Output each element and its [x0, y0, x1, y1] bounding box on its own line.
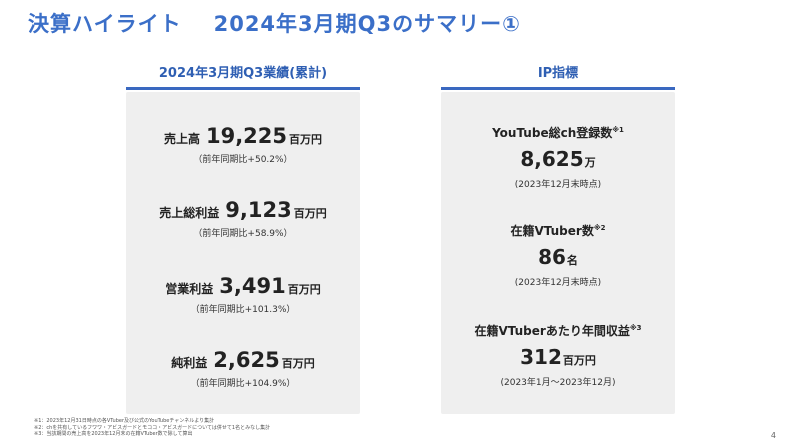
- ip-metric-vtuber-count: 在籍VTuber数※2 86名 (2023年12月末時点): [441, 222, 675, 288]
- ip-panel: YouTube総ch登録数※1 8,625万 (2023年12月末時点) 在籍V…: [441, 92, 675, 414]
- metric-net-profit: 純利益 2,625 百万円 （前年同期比+104.9%）: [126, 348, 360, 389]
- metric-value: 3,491: [219, 274, 286, 298]
- ip-metric-period: (2023年12月末時点): [514, 180, 602, 190]
- ip-metric-revenue-per-vtuber: 在籍VTuberあたり年間収益※3 312百万円 (2023年1月～2023年1…: [441, 322, 675, 388]
- footnotes: ※1：2023年12月31日時点の各VTuber及び公式のYouTubeチャンネ…: [34, 418, 270, 438]
- metric-value: 2,625: [213, 348, 280, 372]
- metric-revenue: 売上高 19,225 百万円 （前年同期比+50.2%）: [126, 124, 360, 165]
- footnote: ※2：chを共有しているフワワ・アビスガードとモココ・アビスガードについては併せ…: [34, 424, 271, 431]
- ip-metric-value: 86: [538, 245, 566, 269]
- page-number: 4: [770, 431, 776, 440]
- page-title: 決算ハイライト 2024年3月期Q3のサマリー①: [28, 8, 521, 38]
- ip-metric-unit: 万: [584, 156, 596, 169]
- results-panel: 売上高 19,225 百万円 （前年同期比+50.2%） 売上総利益 9,123 百万円…: [126, 92, 360, 414]
- metric-label: 売上総利益: [159, 206, 220, 220]
- ip-metric-label: 在籍VTuber数: [510, 224, 594, 238]
- results-panel-header: 2024年3月期Q3業績(累計): [126, 62, 360, 90]
- ip-metric-value: 312: [520, 345, 562, 369]
- metric-unit: 百万円: [293, 207, 327, 220]
- metric-unit: 百万円: [281, 357, 315, 370]
- header-divider: [126, 87, 360, 90]
- ip-metric-unit: 百万円: [562, 354, 596, 367]
- ip-metric-unit: 名: [566, 254, 578, 267]
- footnote-marker: ※1: [612, 126, 624, 134]
- ip-metric-label: 在籍VTuberあたり年間収益: [474, 324, 630, 338]
- metric-yoy: （前年同期比+50.2%）: [193, 155, 293, 165]
- page-title-sub: 2024年3月期Q3のサマリー①: [213, 12, 521, 36]
- footnote-marker: ※2: [593, 224, 606, 232]
- footnote: ※3：当該期間の売上高を2023年12月末の在籍VTuber数で除して算出: [34, 431, 193, 437]
- ip-metric-label: YouTube総ch登録数: [492, 126, 613, 140]
- ip-metric-period: (2023年12月末時点): [514, 278, 602, 288]
- metric-yoy: （前年同期比+101.3%）: [190, 305, 296, 315]
- footnote-marker: ※3: [629, 324, 642, 332]
- ip-metric-period: (2023年1月～2023年12月): [500, 378, 616, 388]
- ip-metric-value: 8,625: [520, 147, 584, 171]
- page-title-main: 決算ハイライト: [28, 12, 182, 36]
- ip-panel-title: IP指標: [537, 66, 579, 81]
- metric-label: 売上高: [163, 132, 200, 146]
- ip-metric-subscribers: YouTube総ch登録数※1 8,625万 (2023年12月末時点): [441, 124, 675, 190]
- header-divider: [441, 87, 675, 90]
- metric-unit: 百万円: [287, 283, 321, 296]
- metric-operating-profit: 営業利益 3,491 百万円 （前年同期比+101.3%）: [126, 274, 360, 315]
- metric-yoy: （前年同期比+104.9%）: [190, 379, 296, 389]
- metric-label: 純利益: [171, 356, 208, 370]
- footnote: ※1：2023年12月31日時点の各VTuber及び公式のYouTubeチャンネ…: [34, 418, 215, 424]
- ip-panel-header: IP指標: [441, 62, 675, 90]
- metric-label: 営業利益: [165, 282, 214, 296]
- metric-unit: 百万円: [289, 133, 323, 146]
- metric-yoy: （前年同期比+58.9%）: [193, 229, 293, 239]
- metric-value: 19,225: [205, 124, 288, 148]
- results-panel-title: 2024年3月期Q3業績(累計): [158, 66, 328, 81]
- metric-gross-profit: 売上総利益 9,123 百万円 （前年同期比+58.9%）: [126, 198, 360, 239]
- metric-value: 9,123: [225, 198, 292, 222]
